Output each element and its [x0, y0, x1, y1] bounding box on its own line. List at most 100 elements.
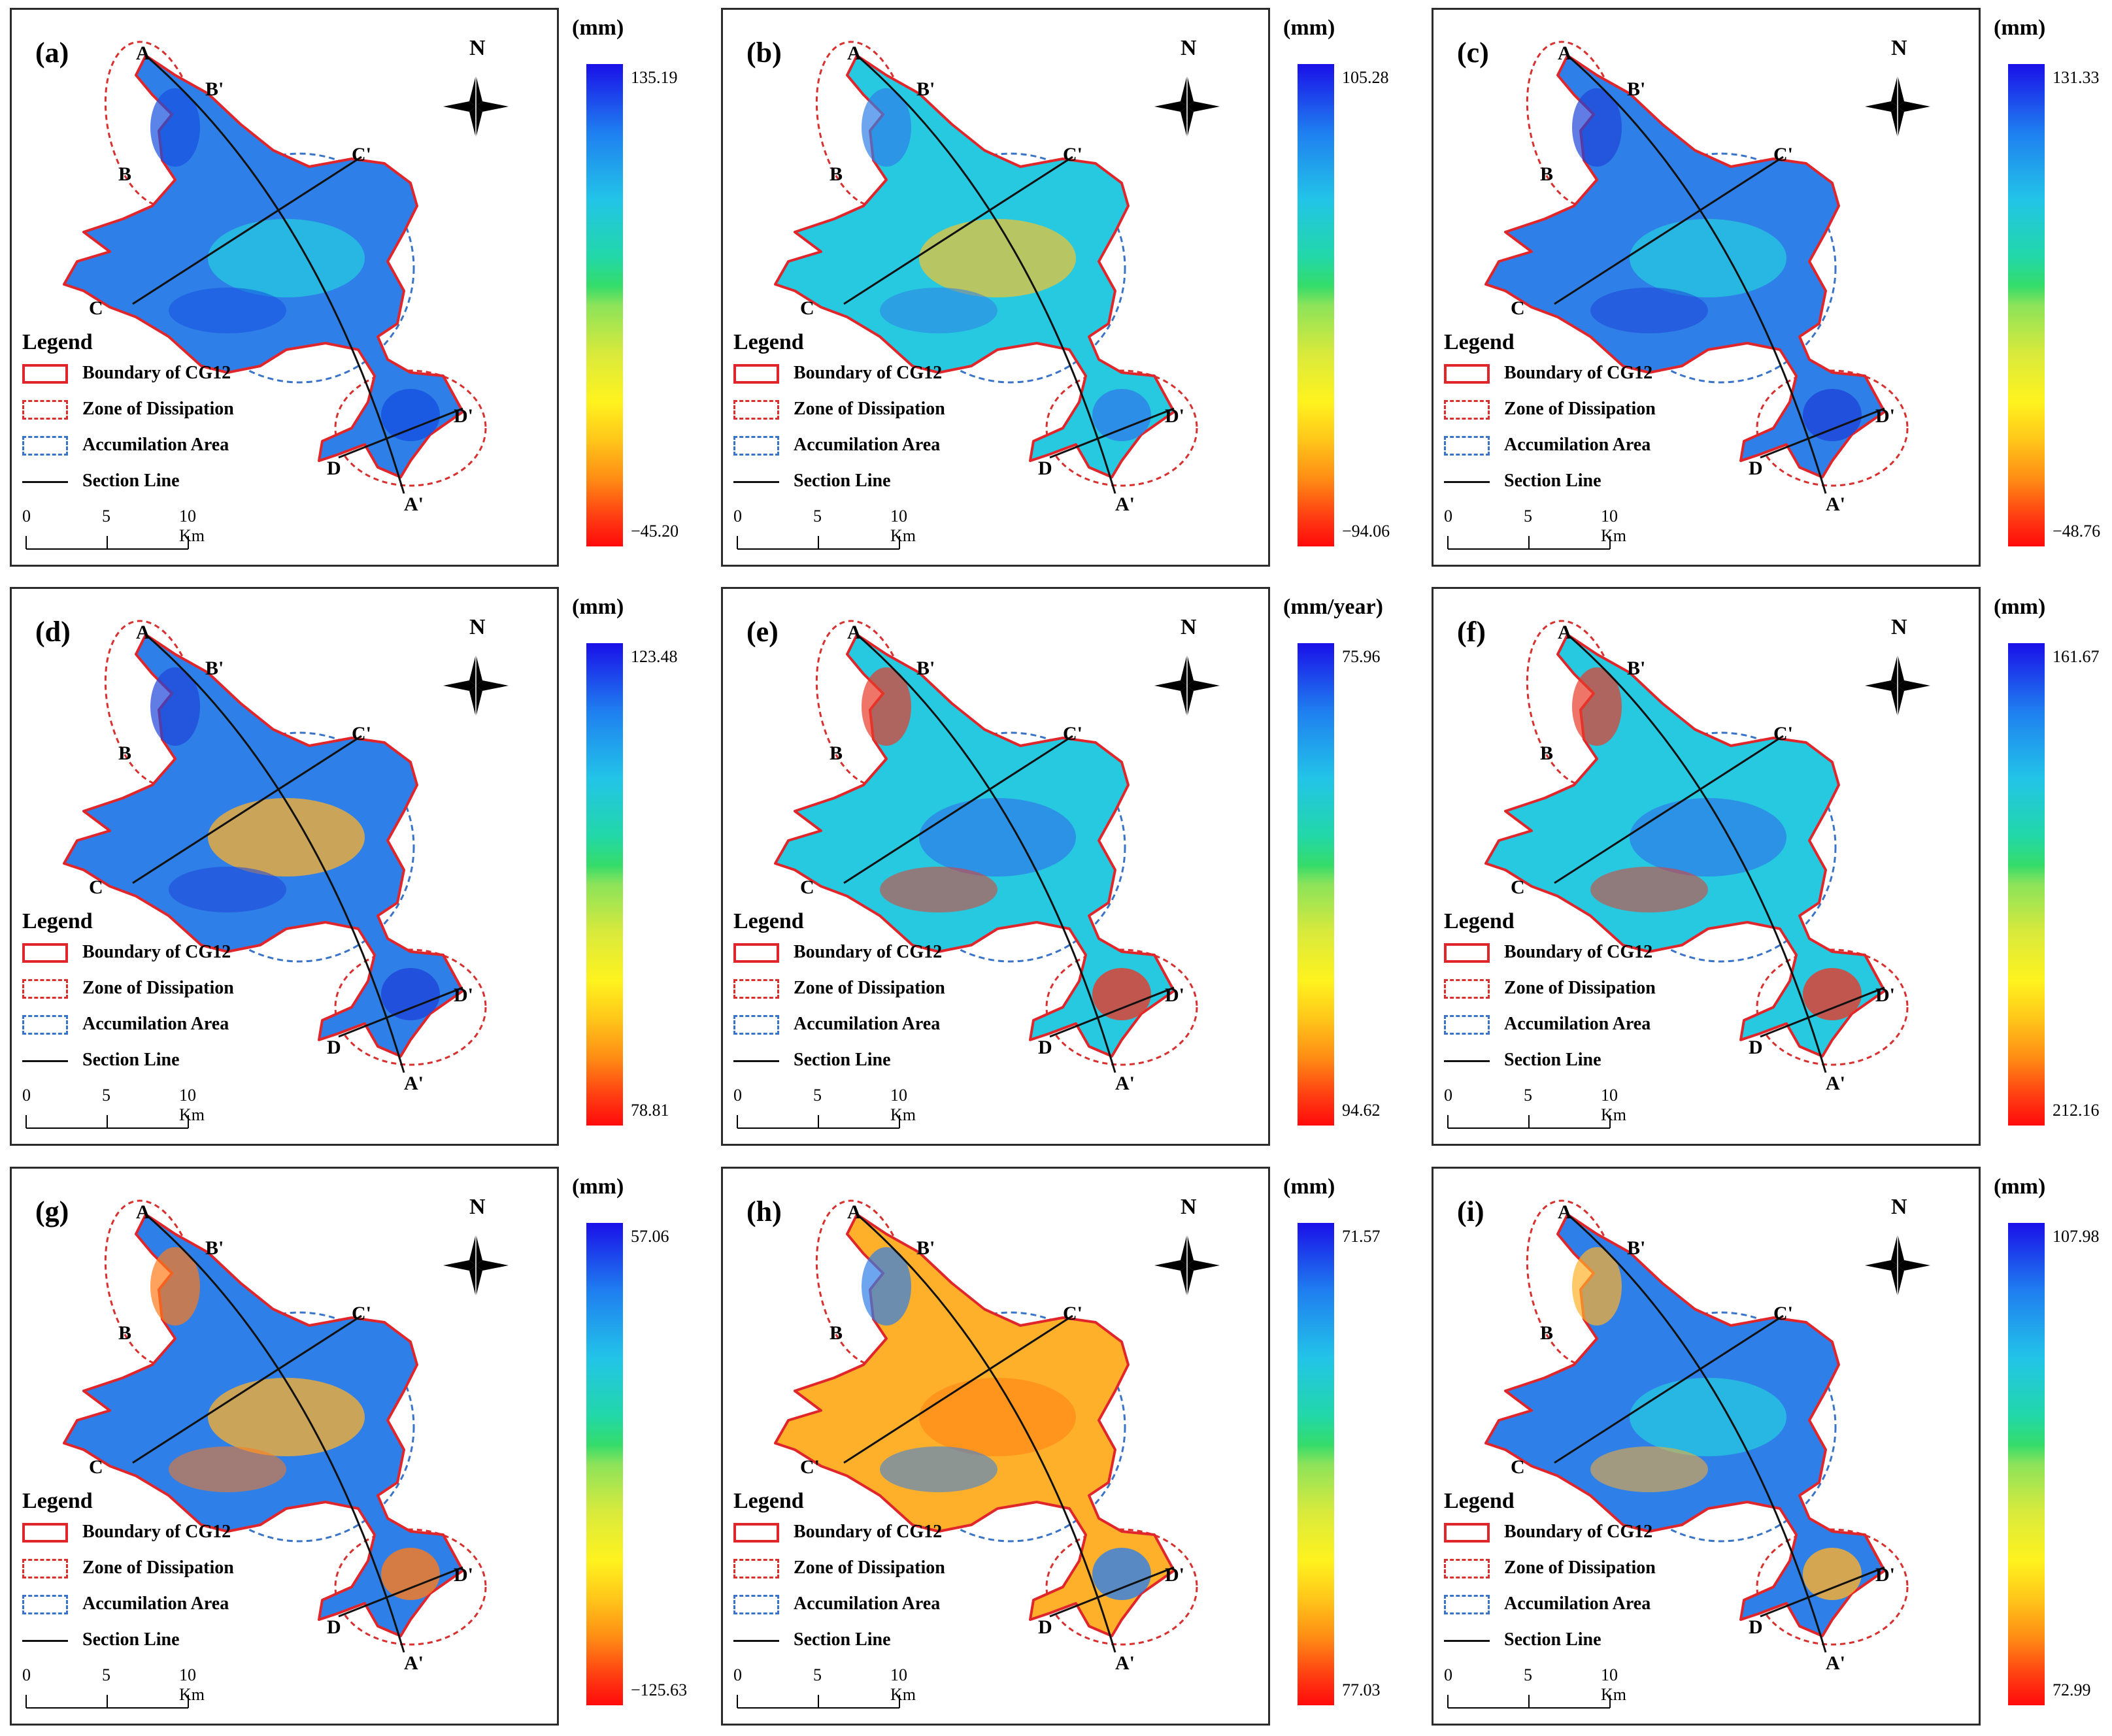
legend-section-line-text: Section Line	[82, 471, 180, 491]
legend-boundary-symbol	[22, 1523, 68, 1543]
section-point-label: A	[847, 622, 862, 643]
colorbar	[1298, 643, 1334, 1126]
legend-dissipation-text: Zone of Dissipation	[1504, 399, 1656, 419]
legend-accumulation-symbol	[22, 436, 68, 456]
scale-label: 0	[733, 507, 742, 526]
map-panel: (d) N A B' C' B C D' D A' Legend Boundary of CG12 Zo…	[10, 587, 708, 1146]
north-arrow-icon	[443, 1234, 509, 1297]
colorbar-max-label: 107.98	[2053, 1227, 2100, 1246]
colorbar-min-label: 72.99	[2053, 1680, 2091, 1699]
section-point-label: C	[1511, 1456, 1525, 1478]
section-point-label: D	[1749, 1037, 1763, 1058]
deformation-patch	[381, 968, 440, 1020]
scale-label: 5	[1524, 507, 1532, 526]
section-point-label: A	[847, 1201, 862, 1223]
section-line-c	[1554, 156, 1784, 305]
legend-boundary-symbol	[1444, 1523, 1490, 1543]
scale-label: 10 Km	[890, 1665, 916, 1704]
deformation-patch	[1590, 288, 1708, 333]
map-frame: (b) N A B' C' B C D' D A' Legend Boundary of CG12 Zo…	[721, 8, 1270, 567]
legend-boundary-symbol	[733, 364, 779, 384]
legend-accumulation-text: Accumilation Area	[794, 435, 941, 455]
deformation-patch	[1630, 1378, 1786, 1456]
north-arrow-icon	[443, 654, 509, 717]
panel-label: (g)	[35, 1195, 69, 1227]
legend-accumulation-text: Accumilation Area	[1504, 435, 1651, 455]
map-frame: (e) N A B' C' B C D' D A' Legend Boundary of CG12 Zo…	[721, 587, 1270, 1146]
scale-label: 0	[1444, 1086, 1452, 1105]
colorbar-unit: (mm)	[572, 595, 624, 619]
section-line-d	[1760, 1566, 1885, 1618]
legend-dissipation-text: Zone of Dissipation	[794, 399, 945, 419]
dissipation-zone-lower	[1045, 369, 1198, 487]
section-point-label: C'	[1773, 144, 1793, 165]
scale-label: 5	[813, 1086, 822, 1105]
north-label: N	[1891, 36, 1907, 60]
colorbar-max-label: 57.06	[631, 1227, 669, 1246]
section-point-label: D'	[1165, 1564, 1184, 1586]
section-line-a	[145, 633, 405, 1073]
accumulation-area-circle	[184, 152, 415, 384]
colorbar-unit: (mm)	[1994, 1175, 2046, 1199]
colorbar	[586, 643, 623, 1126]
section-point-label: D'	[1875, 405, 1895, 427]
dissipation-zone-lower	[1756, 948, 1909, 1066]
scale-label: 10 Km	[179, 1086, 205, 1124]
section-line-d	[338, 986, 463, 1038]
legend-section-line-symbol	[22, 1060, 68, 1062]
section-point-label: D	[327, 1616, 341, 1638]
legend-section-line-text: Section Line	[82, 1629, 180, 1650]
section-line-d	[1760, 407, 1885, 459]
section-point-label: C	[89, 876, 103, 898]
legend-accumulation-symbol	[22, 1595, 68, 1614]
section-point-label: B	[1540, 1322, 1554, 1344]
section-line-c	[132, 1314, 362, 1464]
panel-label: (d)	[35, 616, 71, 648]
legend-section-line-text: Section Line	[794, 471, 891, 491]
legend-dissipation-text: Zone of Dissipation	[82, 399, 234, 419]
map-frame: (h) N A B' C' B C' D' D A' Legend Boundary of CG12 Z…	[721, 1167, 1270, 1726]
section-point-label: B	[1540, 743, 1554, 764]
section-point-label: C'	[1063, 1303, 1082, 1324]
section-line-d	[338, 407, 463, 459]
section-point-label: B	[118, 163, 132, 185]
deformation-patch	[150, 667, 200, 746]
colorbar-unit: (mm)	[1994, 16, 2046, 40]
scale-bar: 0 5 10 Km	[1444, 1665, 1640, 1711]
legend-accumulation-symbol	[1444, 436, 1490, 456]
legend-section-line-symbol	[22, 1640, 68, 1642]
scale-bar: 0 5 10 Km	[733, 1665, 930, 1711]
section-point-label: D	[1749, 1616, 1763, 1638]
deformation-patch	[919, 1378, 1076, 1456]
north-label: N	[1181, 615, 1197, 639]
deformation-patch	[1590, 1446, 1708, 1492]
glacier-map	[1447, 41, 1930, 550]
map-panel: (e) N A B' C' B C D' D A' Legend Boundary of CG12 Zo…	[721, 587, 1419, 1146]
section-line-a	[1567, 1213, 1827, 1653]
dissipation-zone-lower	[334, 1528, 487, 1646]
colorbar	[586, 1223, 623, 1705]
legend-title: Legend	[1444, 909, 1515, 933]
section-point-label: C'	[352, 1303, 371, 1324]
colorbar-unit: (mm)	[572, 1175, 624, 1199]
section-point-label: B	[830, 743, 843, 764]
legend-dissipation-symbol	[1444, 400, 1490, 420]
section-point-label: A'	[404, 493, 424, 515]
map-panel: (g) N A B' C' B C D' D A' Legend Boundary of CG12 Zo…	[10, 1167, 708, 1726]
legend-section-line-text: Section Line	[1504, 1050, 1601, 1070]
section-point-label: A'	[404, 1073, 424, 1094]
scale-label: 5	[1524, 1086, 1532, 1105]
panel-label: (c)	[1457, 37, 1489, 69]
section-point-label: A	[847, 42, 862, 64]
section-point-label: A'	[1115, 1073, 1135, 1094]
legend-title: Legend	[1444, 330, 1515, 354]
panel-label: (f)	[1457, 616, 1486, 648]
scale-label: 10 Km	[1601, 1665, 1626, 1704]
accumulation-area-circle	[184, 1311, 415, 1543]
legend-section-line-text: Section Line	[794, 1050, 891, 1070]
section-point-label: D	[1038, 458, 1052, 479]
legend-boundary-symbol	[733, 1523, 779, 1543]
panel-label: (b)	[746, 37, 782, 69]
scale-bar: 0 5 10 Km	[22, 507, 218, 552]
section-point-label: B'	[916, 1237, 935, 1259]
